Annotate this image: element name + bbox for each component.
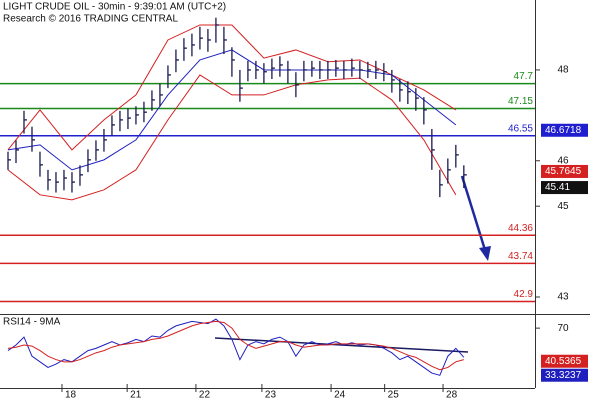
level-label: 47.15 bbox=[508, 96, 533, 107]
band-line bbox=[7, 24, 457, 151]
band-line bbox=[7, 74, 457, 201]
rsi-line bbox=[7, 320, 464, 371]
x-tick-label: 22 bbox=[199, 390, 211, 400]
value-box bbox=[541, 368, 588, 382]
value-box-label: 33.3237 bbox=[545, 370, 582, 381]
y-tick-label: 43 bbox=[557, 292, 569, 303]
rsi-trendline bbox=[214, 337, 469, 353]
x-tick-label: 21 bbox=[130, 390, 142, 400]
x-tick-label: 25 bbox=[388, 390, 400, 400]
level-label: 42.9 bbox=[514, 289, 534, 300]
x-tick-label: 18 bbox=[65, 390, 77, 400]
level-label: 44.36 bbox=[508, 223, 533, 234]
y-tick-label: 46 bbox=[557, 155, 569, 166]
x-tick-label: 23 bbox=[265, 390, 277, 400]
value-box bbox=[541, 354, 588, 368]
value-box bbox=[541, 164, 588, 178]
value-box bbox=[541, 181, 588, 195]
x-tick-label: 28 bbox=[446, 390, 458, 400]
value-box-label: 40.5365 bbox=[545, 356, 582, 367]
y-tick-label: 70 bbox=[557, 323, 569, 334]
rsi-line bbox=[7, 318, 465, 376]
x-tick-label: 24 bbox=[334, 390, 346, 400]
forecast-arrow bbox=[460, 175, 491, 261]
y-tick-label: 45 bbox=[557, 201, 569, 212]
value-box-label: 45.41 bbox=[545, 182, 570, 193]
chart-title: LIGHT CRUDE OIL - 30min - 9:39:01 AM (UT… bbox=[3, 2, 226, 13]
level-label: 46.55 bbox=[508, 123, 533, 134]
y-tick-label: 48 bbox=[557, 65, 569, 76]
value-box-label: 45.7645 bbox=[545, 166, 582, 177]
value-box bbox=[541, 123, 588, 137]
rsi-title: RSI14 - 9MA bbox=[3, 317, 61, 328]
chart-subtitle: Research © 2016 TRADING CENTRAL bbox=[3, 14, 178, 25]
level-label: 43.74 bbox=[508, 251, 533, 262]
level-label: 47.7 bbox=[514, 71, 534, 82]
value-box-label: 46.6718 bbox=[545, 125, 582, 136]
